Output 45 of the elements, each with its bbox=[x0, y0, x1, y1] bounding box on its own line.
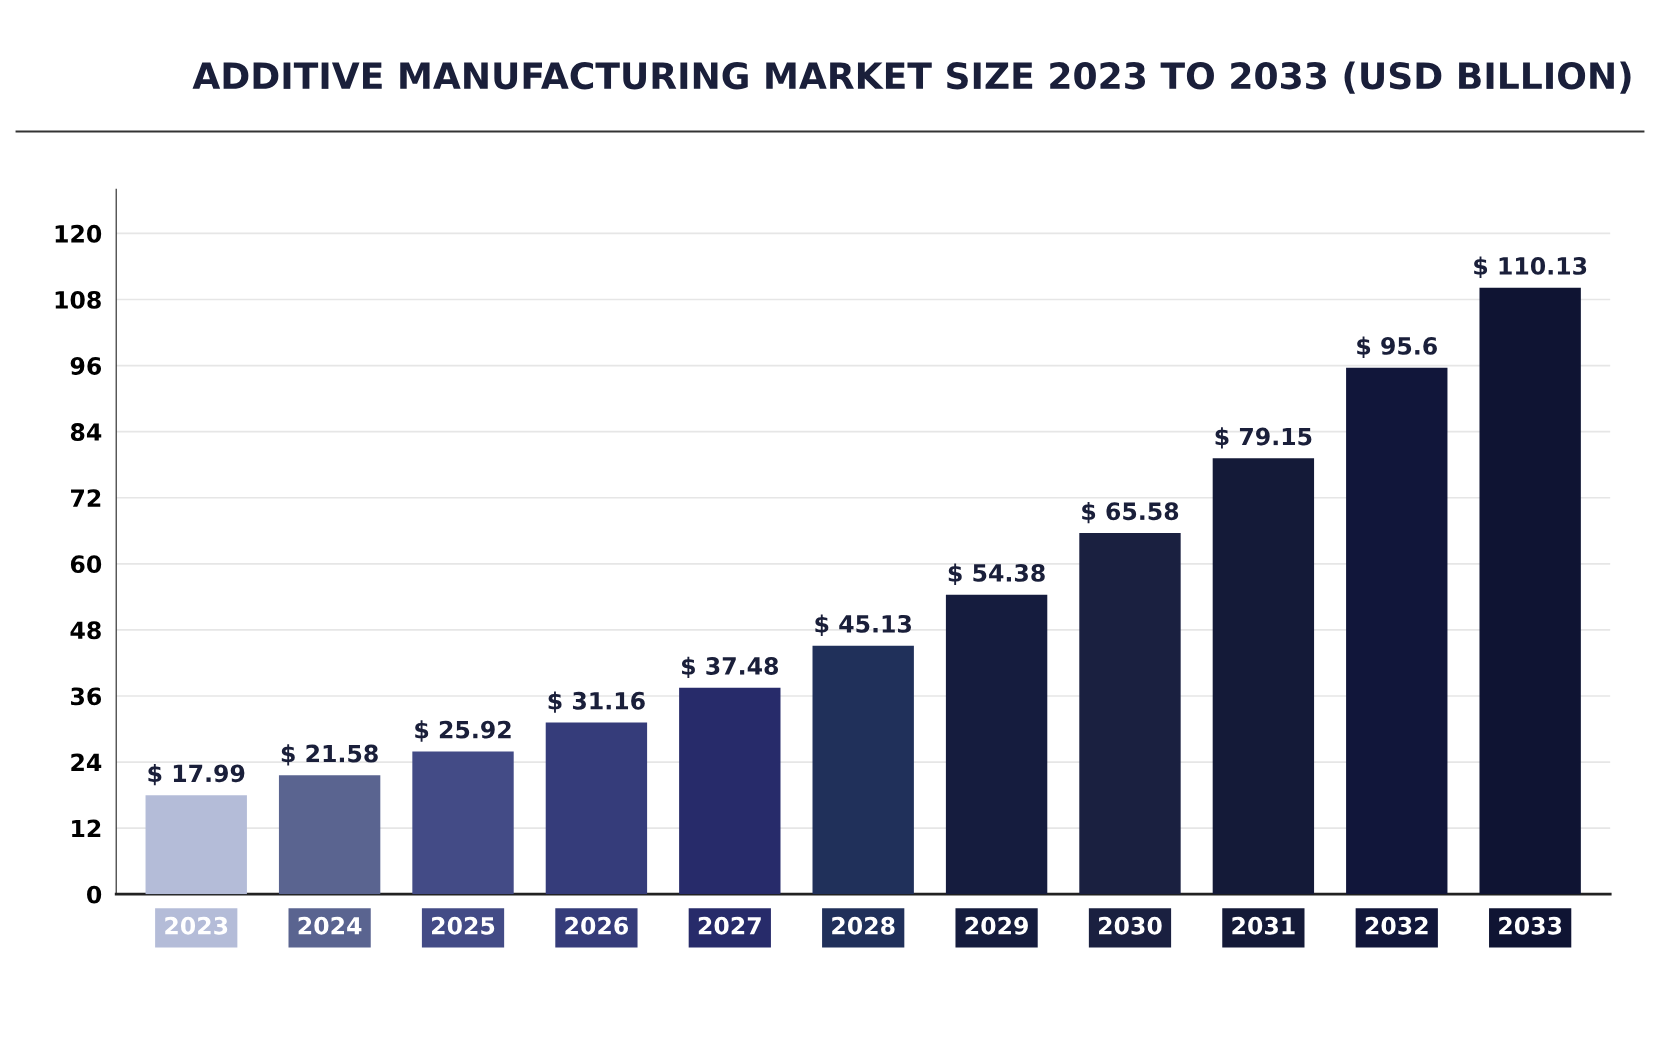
x-tick-label: 2033 bbox=[1499, 916, 1562, 935]
x-tick-label: 2026 bbox=[565, 916, 628, 935]
data-label: $ 31.16 bbox=[548, 691, 645, 713]
bar bbox=[945, 594, 1048, 895]
data-label: $ 79.15 bbox=[1215, 427, 1312, 449]
y-tick-label: 12 bbox=[72, 819, 101, 838]
x-tick-label: 2023 bbox=[165, 916, 228, 935]
bar bbox=[278, 775, 381, 895]
bar bbox=[679, 687, 781, 895]
x-tick-label: 2025 bbox=[432, 916, 495, 935]
y-tick-label: 24 bbox=[71, 753, 102, 772]
x-tick-label: 2028 bbox=[832, 916, 895, 935]
x-tick-label: 2030 bbox=[1099, 916, 1162, 935]
x-tick-label: 2032 bbox=[1365, 916, 1428, 935]
y-tick-label: 48 bbox=[70, 621, 101, 640]
y-tick-label: 120 bbox=[55, 224, 102, 243]
x-tick-label: 2027 bbox=[698, 916, 761, 935]
data-label: $ 21.58 bbox=[281, 744, 378, 766]
x-tick-label: 2029 bbox=[965, 916, 1028, 935]
y-tick-label: 96 bbox=[70, 357, 102, 375]
bar bbox=[1479, 287, 1581, 895]
y-tick-label: 0 bbox=[87, 885, 102, 904]
x-tick-label: 2024 bbox=[298, 916, 362, 935]
y-tick-label: 36 bbox=[71, 687, 102, 706]
x-tick-label: 2031 bbox=[1232, 916, 1295, 935]
bar bbox=[812, 645, 914, 895]
bar bbox=[1212, 458, 1315, 895]
chart-title: ADDITIVE MANUFACTURING MARKET SIZE 2023 TO 2033 (USD BILLION) bbox=[192, 61, 1631, 94]
data-label: $ 45.13 bbox=[815, 614, 911, 636]
data-label: $ 25.92 bbox=[415, 720, 511, 742]
bar bbox=[1079, 533, 1181, 895]
bar bbox=[1346, 367, 1448, 895]
bar bbox=[545, 722, 648, 895]
data-label: $ 37.48 bbox=[681, 656, 779, 679]
data-label: $ 110.13 bbox=[1474, 256, 1587, 278]
y-tick-label: 108 bbox=[55, 290, 101, 309]
data-label: $ 65.58 bbox=[1082, 501, 1179, 524]
y-tick-label: 72 bbox=[71, 489, 101, 507]
bar bbox=[412, 751, 514, 895]
y-tick-label: 84 bbox=[70, 423, 102, 441]
data-label: $ 17.99 bbox=[148, 763, 245, 786]
data-label: $ 95.6 bbox=[1357, 336, 1437, 358]
y-tick-label: 60 bbox=[70, 555, 102, 574]
bar bbox=[145, 795, 247, 895]
data-label: $ 54.38 bbox=[948, 563, 1045, 585]
